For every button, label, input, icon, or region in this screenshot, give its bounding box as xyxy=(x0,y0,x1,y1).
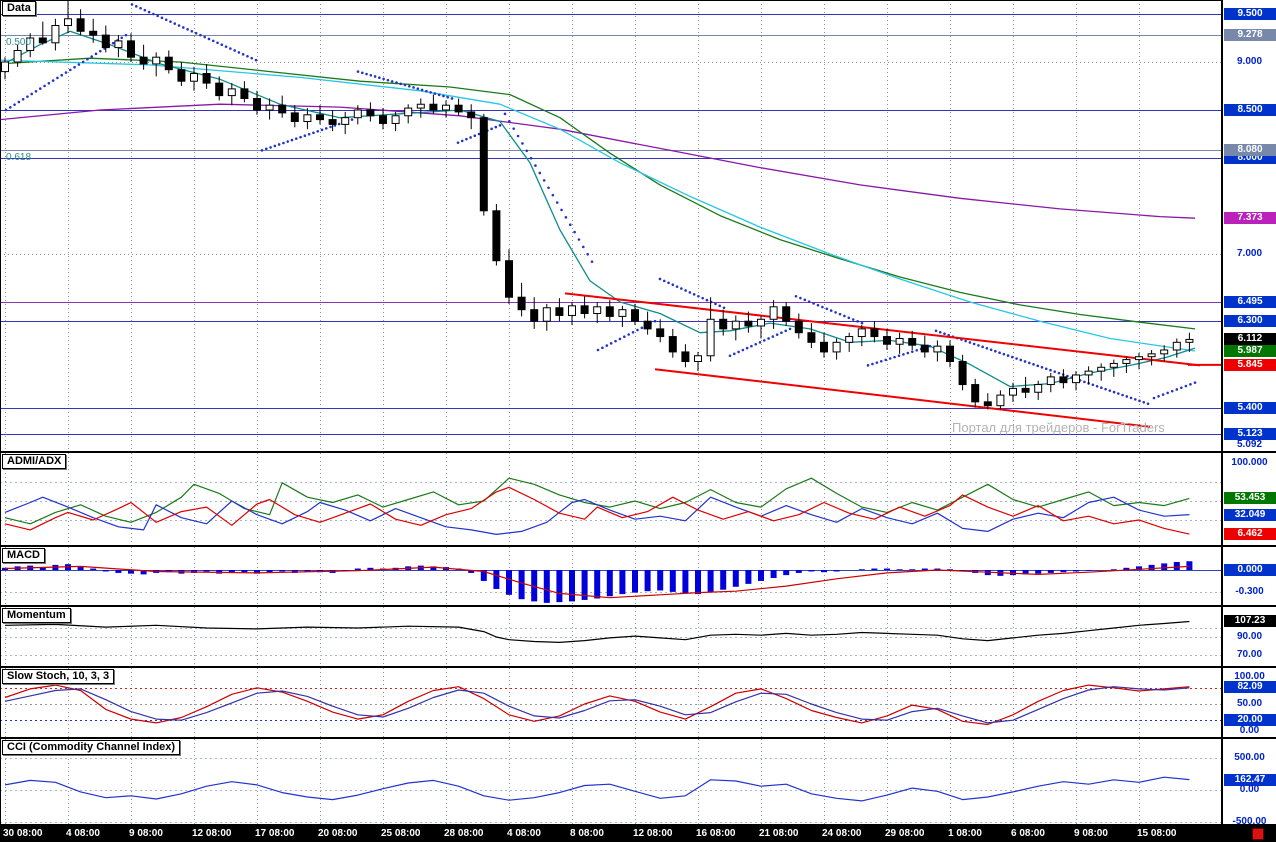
scale-badge-main: 5.987 xyxy=(1224,345,1276,358)
fib-level-label: 0.618 xyxy=(6,152,32,164)
scale-badge-momentum: 107.23 xyxy=(1224,615,1276,628)
scale-badge-main: 6.300 xyxy=(1224,315,1276,328)
time-axis-label: 12 08:00 xyxy=(633,828,673,839)
scale-tick-momentum: 70.00 xyxy=(1236,649,1263,660)
chart-canvas[interactable]: Data ADMI/ADX MACD Momentum Slow Stoch, … xyxy=(0,0,1222,826)
scale-tick-stoch: 0.00 xyxy=(1239,725,1260,736)
scale-badge-main: 5.845 xyxy=(1224,358,1276,371)
timebar-status-icon[interactable] xyxy=(1252,828,1264,840)
scale-badge-stoch: 82.09 xyxy=(1224,680,1276,693)
scale-badge-main: 5.123 xyxy=(1224,428,1276,441)
time-axis-label: 16 08:00 xyxy=(696,828,736,839)
scale-badge-main: 6.112 xyxy=(1224,333,1276,346)
time-axis-label: 4 08:00 xyxy=(66,828,100,839)
panel-label-admi-adx[interactable]: ADMI/ADX xyxy=(2,454,67,469)
panel-separator[interactable] xyxy=(0,737,1276,739)
time-axis-label: 20 08:00 xyxy=(318,828,358,839)
scale-tick-main: 5.092 xyxy=(1236,439,1263,451)
time-axis[interactable]: 30 08:00 4 08:00 9 08:00 12 08:00 17 08:00 20… xyxy=(0,826,1276,842)
price-scale[interactable]: 9.500 9.278 9.000 8.500 8.000 8.080 7.373 7.000… xyxy=(1222,0,1276,827)
scale-badge-cci: 162.47 xyxy=(1224,773,1276,786)
scale-tick-macd: -0.300 xyxy=(1235,585,1264,597)
scale-badge-main: 8.500 xyxy=(1224,104,1276,116)
time-axis-label: 12 08:00 xyxy=(192,828,232,839)
panel-label-momentum[interactable]: Momentum xyxy=(2,608,71,623)
scale-tick-cci: 500.00 xyxy=(1234,752,1265,763)
panel-separator[interactable] xyxy=(0,545,1276,547)
time-axis-label: 25 08:00 xyxy=(381,828,421,839)
time-axis-label: 9 08:00 xyxy=(1074,828,1108,839)
time-axis-label: 4 08:00 xyxy=(507,828,541,839)
time-axis-label: 1 08:00 xyxy=(948,828,982,839)
panel-label-cci[interactable]: CCI (Commodity Channel Index) xyxy=(2,740,181,755)
scale-badge-adx: 53.453 xyxy=(1224,492,1276,505)
scale-badge-main: 6.495 xyxy=(1224,296,1276,309)
scale-tick-cci: 0.00 xyxy=(1239,784,1260,795)
scale-badge-main: 9.500 xyxy=(1224,8,1276,20)
time-axis-label: 6 08:00 xyxy=(1011,828,1045,839)
time-axis-label: 29 08:00 xyxy=(885,828,925,839)
panel-label-macd[interactable]: MACD xyxy=(2,548,45,563)
panel-separator[interactable] xyxy=(0,451,1276,453)
scale-badge-adx: 32.049 xyxy=(1224,508,1276,521)
time-axis-label: 15 08:00 xyxy=(1137,828,1177,839)
panel-separator[interactable] xyxy=(0,824,1276,826)
scale-badge-stoch: 20.00 xyxy=(1224,714,1276,727)
scale-badge-adx: 6.462 xyxy=(1224,528,1276,541)
panel-label-stoch[interactable]: Slow Stoch, 10, 3, 3 xyxy=(2,669,115,684)
time-axis-label: 8 08:00 xyxy=(570,828,604,839)
watermark: Портал для трейдеров - ForTraders xyxy=(952,420,1165,435)
time-axis-label: 28 08:00 xyxy=(444,828,484,839)
panel-separator[interactable] xyxy=(0,666,1276,668)
time-axis-label: 30 08:00 xyxy=(3,828,43,839)
time-axis-label: 21 08:00 xyxy=(759,828,799,839)
scale-badge-main: 9.278 xyxy=(1224,29,1276,42)
scale-badge-macd: 0.000 xyxy=(1224,564,1276,576)
fib-level-label: 0.500 xyxy=(6,37,32,49)
scale-badge-main: 8.080 xyxy=(1224,144,1276,157)
time-axis-label: 9 08:00 xyxy=(129,828,163,839)
scale-tick-stoch: 50.00 xyxy=(1236,698,1263,709)
chart-plot-svg xyxy=(0,0,1222,826)
panel-separator[interactable] xyxy=(0,605,1276,607)
scale-tick-adx: 100.000 xyxy=(1231,457,1268,468)
scale-tick-cci: -500.00 xyxy=(1232,816,1267,827)
panel-label-data[interactable]: Data xyxy=(2,1,36,16)
scale-badge-main: 7.373 xyxy=(1224,212,1276,225)
scale-badge-main: 5.400 xyxy=(1224,401,1276,414)
scale-tick-main: 7.000 xyxy=(1236,248,1263,259)
time-axis-label: 24 08:00 xyxy=(822,828,862,839)
scale-tick-main: 9.000 xyxy=(1236,56,1263,67)
scale-tick-momentum: 90.00 xyxy=(1236,631,1263,642)
scale-tick-stoch: 100.00 xyxy=(1234,671,1265,682)
time-axis-label: 17 08:00 xyxy=(255,828,295,839)
